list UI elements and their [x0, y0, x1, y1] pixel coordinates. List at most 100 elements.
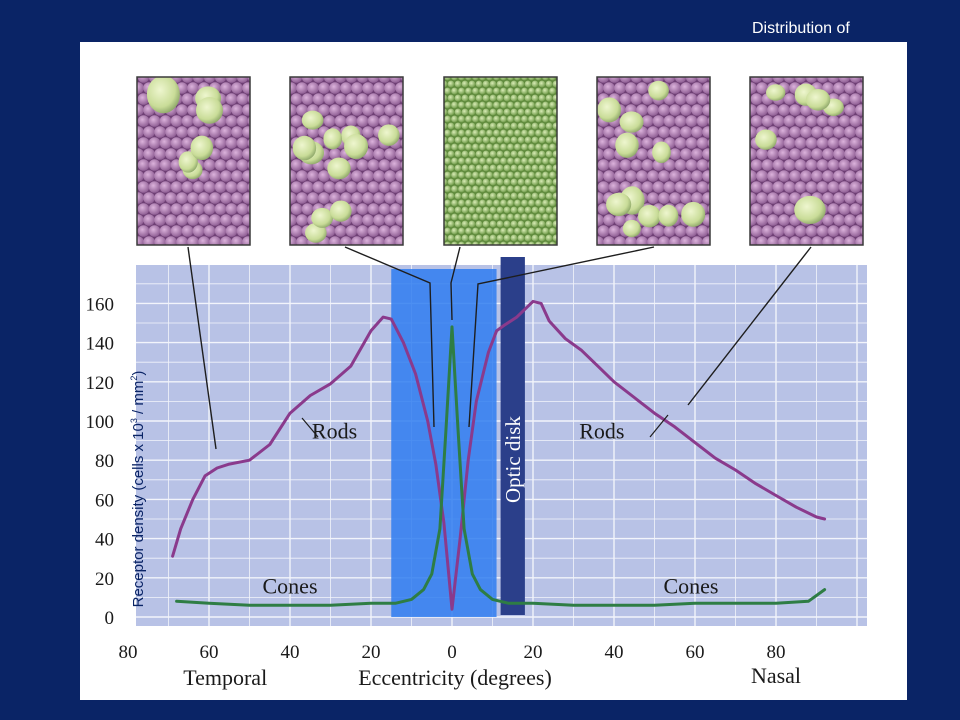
rod-cell — [702, 148, 710, 160]
rod-cell — [822, 148, 834, 160]
rod-cell — [242, 82, 250, 94]
rod-cell — [783, 203, 796, 215]
cone-cell — [479, 77, 486, 81]
rod-cell — [750, 93, 763, 105]
rod-cell — [833, 148, 845, 160]
cone-cell — [538, 108, 546, 116]
rod-cell — [833, 126, 845, 138]
rod-cell — [220, 126, 232, 138]
cone-cell — [447, 234, 455, 242]
rod-cell — [838, 159, 851, 171]
rod-cell — [187, 104, 199, 116]
rod-cell — [148, 159, 161, 171]
cone-cell — [528, 171, 535, 179]
rod-cell — [838, 225, 851, 237]
rod-cell — [170, 181, 183, 193]
cone-cell — [479, 227, 486, 235]
cone-cell — [503, 178, 511, 186]
rod-cell — [849, 203, 862, 215]
rod-cell — [307, 82, 319, 94]
cone-cell — [560, 179, 567, 186]
cone-cell — [531, 192, 539, 200]
rod-cell — [356, 225, 369, 237]
cone-cell — [521, 143, 528, 151]
cone-cell — [447, 220, 455, 228]
cone-cell — [503, 206, 511, 214]
cone-cell — [514, 77, 521, 81]
rod-cell — [794, 77, 807, 83]
cone-cell — [479, 115, 486, 123]
cone-cell — [344, 133, 369, 160]
rod-cell — [685, 137, 698, 149]
rod-cell — [384, 192, 396, 204]
rod-cell — [603, 148, 615, 160]
rod-cell — [636, 82, 648, 94]
cone-cell — [521, 157, 528, 165]
rod-cell — [356, 77, 369, 83]
axis-and-series-labels: 0 20 40 60 80 100 120 140 160 80 60 40 20 0 20 40 60 80 Ec… — [86, 294, 802, 690]
rod-cell — [231, 82, 243, 94]
cone-cell — [794, 195, 826, 225]
cone-cell — [472, 185, 479, 193]
rod-cell — [772, 115, 785, 127]
rod-cell — [137, 93, 150, 105]
rod-cell — [362, 214, 374, 226]
rod-cell — [323, 225, 336, 237]
cone-cell — [517, 178, 525, 186]
cone-cell — [461, 178, 469, 186]
cone-cell — [458, 185, 465, 193]
rod-cell — [789, 170, 801, 182]
cone-cell — [503, 220, 511, 228]
cone-cell — [535, 77, 542, 81]
rod-cell — [750, 225, 763, 237]
rod-cell — [406, 104, 418, 116]
rod-cell — [636, 148, 648, 160]
rod-cell — [827, 137, 840, 149]
rod-cell — [789, 104, 801, 116]
cone-cell — [486, 129, 493, 137]
rod-cell — [215, 247, 227, 259]
cone-cell — [447, 136, 455, 144]
series-lines — [171, 299, 827, 611]
rod-cell — [214, 225, 227, 237]
rod-cell — [154, 148, 166, 160]
rod-cell — [713, 214, 725, 226]
cone-cell — [458, 101, 465, 109]
cone-cell — [451, 213, 458, 221]
cone-cell — [493, 115, 500, 123]
rod-cell — [680, 236, 692, 245]
rod-cell — [406, 126, 418, 138]
rod-cell — [822, 170, 834, 182]
cone-cell — [524, 80, 532, 88]
cone-cell — [458, 115, 465, 123]
cone-cell — [482, 94, 490, 102]
rod-cell — [630, 93, 643, 105]
cone-cell — [542, 213, 549, 221]
rod-cell — [783, 93, 796, 105]
rod-cell — [855, 104, 863, 116]
rod-cell — [603, 236, 615, 245]
rod-cell — [680, 148, 692, 160]
cone-cell — [327, 157, 351, 180]
cone-cell — [454, 108, 462, 116]
cone-cell — [521, 77, 528, 81]
rod-cell — [663, 225, 676, 237]
rod-cell — [378, 77, 391, 83]
rod-cell — [658, 126, 670, 138]
rod-cell — [750, 236, 757, 245]
rod-cell — [373, 170, 385, 182]
rod-cell — [647, 192, 659, 204]
rod-cell — [165, 192, 177, 204]
rod-cell — [143, 236, 155, 245]
rod-cell — [839, 247, 851, 259]
cone-cell — [531, 94, 539, 102]
rod-cell — [789, 148, 801, 160]
optic-disk-bar — [500, 257, 525, 615]
rod-cell — [685, 93, 698, 105]
cone-cell — [521, 213, 528, 221]
rod-cell — [833, 192, 845, 204]
rod-cell — [170, 137, 183, 149]
leader-line — [187, 246, 217, 450]
rod-cell — [713, 82, 725, 94]
cone-cell — [648, 80, 669, 101]
